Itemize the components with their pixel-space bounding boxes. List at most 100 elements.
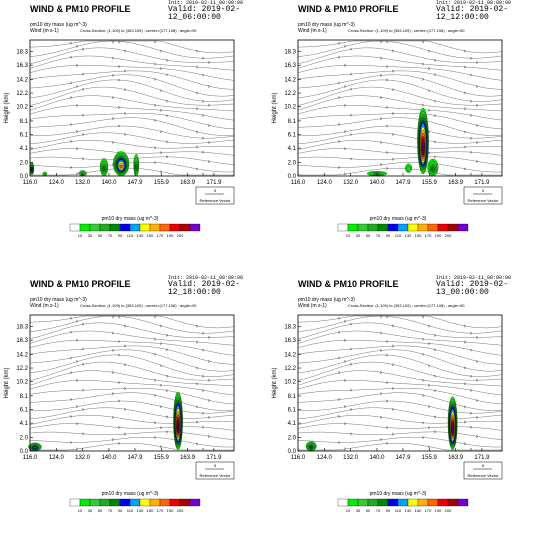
wind-arrow	[159, 405, 163, 409]
x-tick-label: 132.0	[343, 455, 359, 461]
wind-arrow	[117, 441, 121, 445]
y-tick-label: 18.3	[284, 325, 296, 331]
pm10-shading	[366, 107, 439, 177]
colorbar-swatch	[427, 223, 439, 232]
streamline	[297, 117, 503, 136]
wind-arrow	[421, 421, 425, 425]
wind-arrow	[111, 415, 115, 419]
colorbar-swatch	[367, 498, 379, 507]
wind-arrow	[427, 426, 431, 430]
wind-arrow	[153, 118, 157, 122]
wind-arrow	[475, 435, 479, 438]
wind-arrow	[111, 96, 115, 99]
wind-arrow	[165, 348, 169, 352]
wind-arrow	[433, 430, 437, 434]
colorbar-swatch	[159, 498, 171, 507]
colorbar-swatch	[169, 498, 181, 507]
wind-arrow	[195, 49, 199, 53]
wind-arrow	[153, 62, 157, 66]
colorbar-label: 130	[405, 233, 412, 238]
x-tick-label: 171.9	[206, 180, 222, 186]
wind-arrow	[69, 441, 73, 444]
wind-arrow	[463, 405, 467, 409]
wind-arrow	[159, 49, 163, 53]
streamline	[297, 392, 503, 411]
reference-vector-box	[463, 186, 503, 205]
colorbar-label: 190	[167, 508, 174, 513]
wind-arrow	[469, 447, 473, 451]
x-tick-label: 163.9	[180, 180, 196, 186]
wind-arrow	[195, 382, 199, 386]
colorbar-label: 50	[98, 508, 103, 513]
x-tick-label: 132.0	[75, 180, 91, 186]
colorbar-swatch	[119, 498, 131, 507]
wind-arrow	[337, 415, 341, 418]
colorbar-label: 70	[376, 508, 381, 513]
wind-arrow	[433, 114, 437, 118]
cross-section-info: Cross-Section: (1,109) to (353,109) ; ce…	[80, 28, 197, 33]
colorbar-swatch	[79, 223, 91, 232]
wind-arrow	[391, 344, 395, 348]
wind-arrow	[343, 422, 347, 426]
wind-arrow	[207, 336, 211, 339]
wind-arrow	[195, 420, 199, 424]
wind-arrow	[421, 62, 425, 66]
wind-arrow	[207, 84, 211, 88]
y-tick-label: 0.0	[20, 174, 29, 180]
pm10-shading	[28, 391, 183, 452]
y-tick-label: 10.2	[284, 380, 296, 386]
colorbar-swatch	[179, 223, 191, 232]
streamline	[297, 125, 503, 139]
panel-4: WIND & PM10 PROFILE Init: 2019-02-11_00:…	[268, 275, 535, 550]
streamline	[297, 140, 503, 150]
colorbar-label: 190	[167, 233, 174, 238]
wind-streamlines	[297, 40, 503, 176]
streamline	[297, 339, 503, 356]
x-tick-label: 171.9	[206, 455, 222, 461]
wind-arrow	[379, 331, 383, 335]
wind-arrow	[207, 124, 211, 127]
init-time: Init: 2019-02-11_00:00:00	[436, 275, 512, 281]
colorbar-swatch	[387, 498, 399, 507]
wind-arrow	[463, 366, 467, 370]
colorbar-swatch	[347, 498, 359, 507]
wind-arrow	[337, 41, 341, 45]
wind-arrow	[81, 432, 85, 436]
colorbar-label: 50	[366, 508, 371, 513]
y-tick-label: 18.3	[16, 325, 28, 331]
wind-arrow	[123, 407, 127, 411]
wind-arrow	[391, 157, 395, 161]
cross-section-info: Cross-Section: (1,109) to (353,109) ; ce…	[348, 303, 465, 308]
wind-arrow	[379, 348, 383, 352]
wind-arrow	[337, 441, 341, 444]
valid-time: Valid: 2019-02-13_00:00:00	[436, 280, 509, 297]
wind-arrow	[159, 130, 163, 134]
wind-arrow	[349, 408, 353, 411]
colorbar-label: 170	[425, 233, 432, 238]
y-tick-label: 2.0	[288, 435, 297, 441]
colorbar-label: 110	[395, 233, 402, 238]
colorbar-label: 90	[386, 508, 391, 513]
wind-arrow	[391, 49, 395, 53]
streamline	[297, 442, 502, 451]
wind-arrow	[379, 415, 383, 419]
wind-arrow	[475, 140, 479, 144]
streamline	[297, 40, 503, 54]
wind-arrow	[427, 151, 431, 155]
wind-arrow	[433, 333, 437, 337]
wind-arrow	[207, 435, 211, 438]
y-tick-label: 18.3	[284, 50, 296, 56]
cross-section-info: Cross-Section: (1,109) to (353,109) ; ce…	[348, 28, 465, 33]
pm10-contour	[102, 166, 106, 172]
streamline	[297, 64, 503, 81]
wind-arrow	[69, 330, 73, 334]
wind-arrow	[123, 387, 127, 390]
wind-arrow	[475, 399, 479, 402]
y-tick-label: 8.1	[20, 394, 29, 400]
wind-arrow	[165, 58, 169, 62]
wind-arrow	[81, 362, 85, 366]
wind-arrow	[463, 130, 467, 134]
colorbar-swatch	[89, 498, 101, 507]
wind-arrow	[349, 133, 353, 136]
wind-arrow	[75, 103, 79, 107]
